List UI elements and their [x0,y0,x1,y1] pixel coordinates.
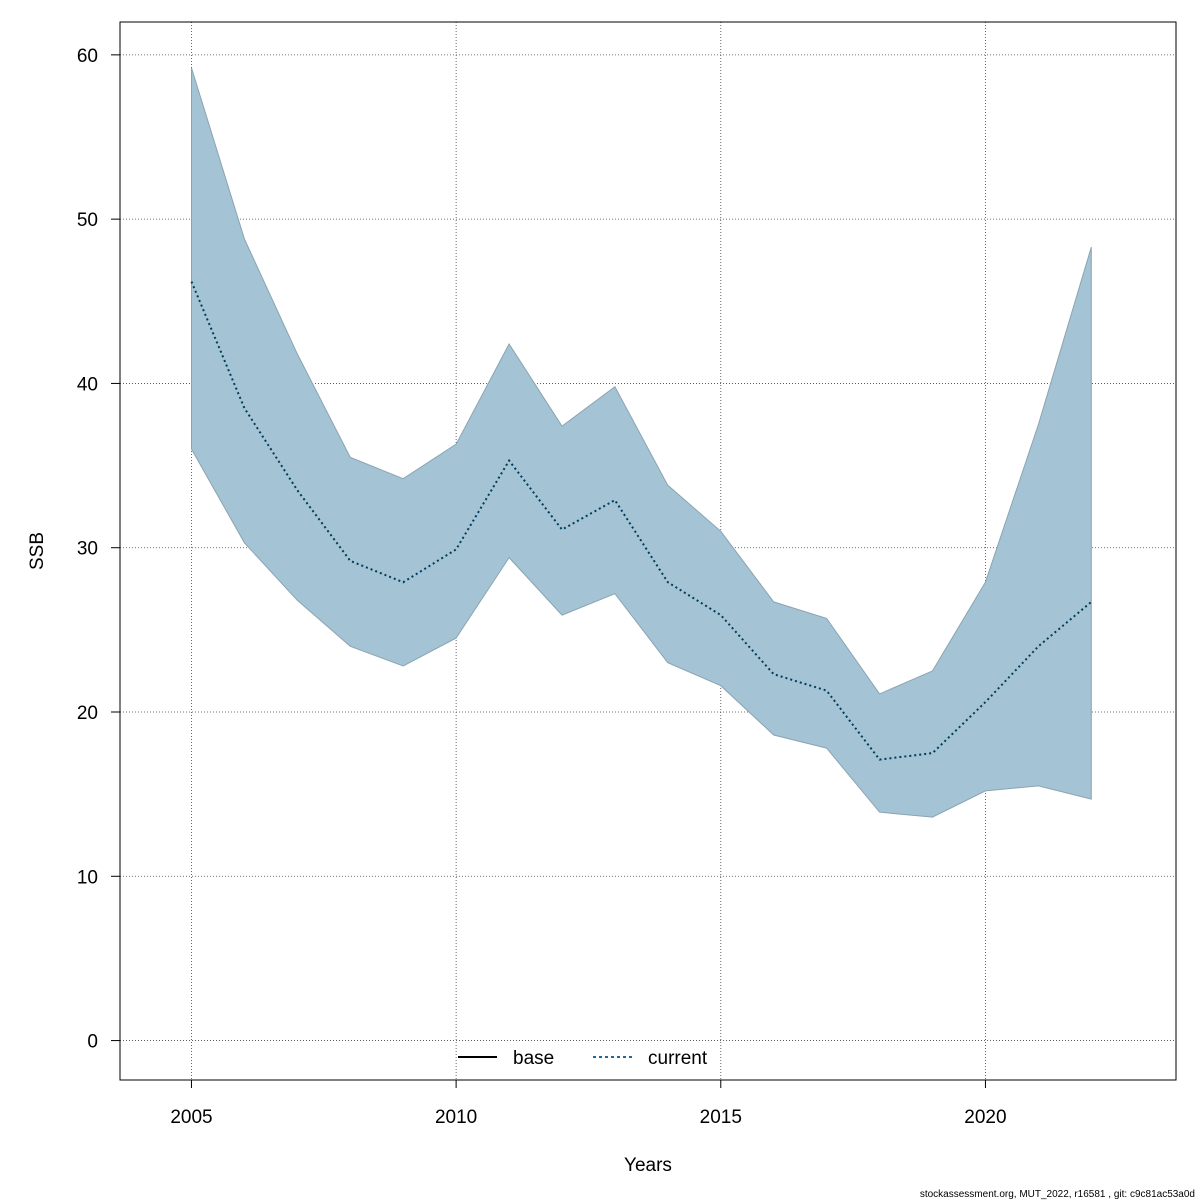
legend-label-base: base [513,1048,554,1069]
y-tick-label-0: 0 [87,1032,98,1053]
y-tick-label-50: 50 [77,210,98,231]
x-tick-label-2015: 2015 [700,1107,742,1128]
series-line-current [190,281,1092,761]
axis-ticks [111,54,986,1088]
footer-note: stockassessment.org, MUT_2022, r16581 , … [920,1189,1195,1200]
y-tick-label-60: 60 [77,46,98,67]
y-tick-label-40: 40 [77,374,98,395]
confidence-band [191,67,1092,818]
x-tick-label-2005: 2005 [170,1107,212,1128]
x-tick-label-2020: 2020 [964,1107,1006,1128]
x-tick-label-2010: 2010 [435,1107,477,1128]
y-tick-label-30: 30 [77,539,98,560]
x-tick-labels: 2005 2010 2015 2020 [170,1107,1006,1128]
y-tick-labels: 0 10 20 30 40 50 60 [77,46,98,1053]
y-tick-label-10: 10 [77,867,98,888]
legend-label-current: current [648,1048,708,1069]
y-axis-title: SSB [27,532,48,570]
y-tick-label-20: 20 [77,703,98,724]
legend: base current [458,1048,708,1069]
plot-frame [119,21,1177,1081]
x-axis-title: Years [624,1155,672,1176]
